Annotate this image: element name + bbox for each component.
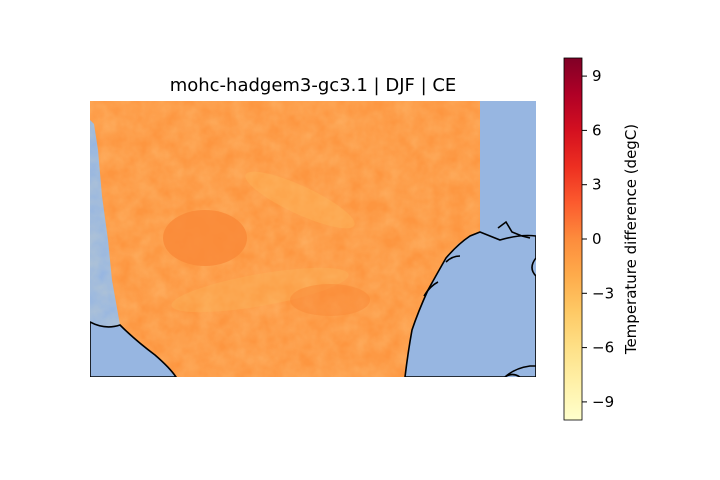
warm-spot (290, 284, 370, 316)
colorbar: 9 6 3 0 −3 −6 −9 Temperature difference (degC) (563, 57, 640, 421)
bay-shoreline (497, 220, 531, 239)
colorbar-tick-label: −9 (592, 393, 614, 411)
colorbar-tick-label: 6 (592, 121, 602, 139)
colorbar-tick-label: −3 (592, 284, 614, 302)
colorbar-tick-label: 0 (592, 230, 602, 248)
colorbar-gradient (563, 57, 583, 421)
map-panel (90, 101, 536, 377)
colorbar-tick-label: 3 (592, 176, 602, 194)
field-texture (90, 101, 480, 377)
southeast-shoreline (504, 365, 536, 377)
cool-band (245, 171, 355, 229)
cool-band-2 (171, 267, 349, 313)
coastline-southwest (90, 321, 177, 377)
colorbar-ticks: 9 6 3 0 −3 −6 −9 (582, 67, 614, 411)
colorbar-tick-label: 9 (592, 67, 602, 85)
map-title: mohc-hadgem3-gc3.1 | DJF | CE (170, 75, 457, 96)
colorbar-tick-label: −6 (592, 339, 614, 357)
colorbar-label: Temperature difference (degC) (622, 124, 640, 355)
inlet-shoreline (423, 255, 461, 297)
warm-anomaly-region (163, 210, 247, 266)
